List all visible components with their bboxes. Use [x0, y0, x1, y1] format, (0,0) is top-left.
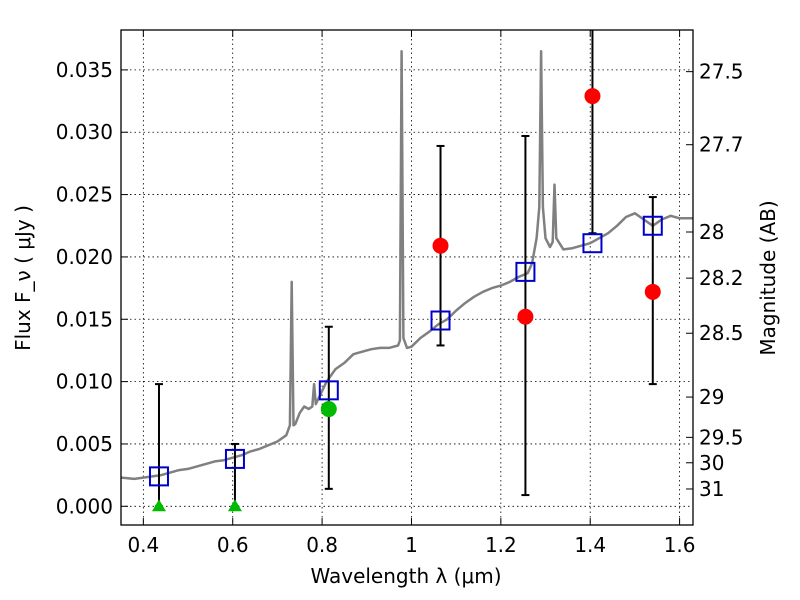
y-tick-label: 0.020 [56, 245, 113, 269]
open-square-marker [582, 233, 603, 254]
plot-frame [120, 29, 694, 526]
y2-tick-label: 31 [699, 477, 724, 501]
y-tick-label: 0.000 [56, 494, 113, 518]
y-tick-label: 0.025 [56, 183, 113, 207]
axis-ticks [121, 30, 693, 525]
x-tick-label: 1.4 [574, 533, 606, 557]
data-markers [148, 88, 663, 512]
y2-tick-label: 28.2 [699, 266, 744, 290]
open-square-marker [148, 466, 169, 487]
open-square-marker [515, 261, 536, 282]
x-tick-label: 1.2 [485, 533, 517, 557]
x-tick-label: 1.6 [664, 533, 696, 557]
open-square-marker [224, 448, 245, 469]
model-spectrum-line [121, 49, 693, 481]
circle-marker [584, 88, 601, 105]
y2-tick-label: 28.5 [699, 321, 744, 345]
model-spectrum [121, 49, 693, 481]
circle-marker [320, 401, 337, 418]
triangle-marker [151, 499, 166, 512]
x-axis-label: Wavelength λ (μm) [310, 564, 501, 588]
x-tick-label: 0.8 [306, 533, 338, 557]
triangle-marker [227, 499, 242, 512]
circle-marker [644, 283, 661, 300]
open-square-marker [318, 380, 339, 401]
x-tick-label: 0.6 [217, 533, 249, 557]
y2-tick-label: 30 [699, 451, 724, 475]
y2-tick-label: 27.5 [699, 60, 744, 84]
x-tick-label: 1 [405, 533, 418, 557]
y2-tick-label: 29 [699, 385, 724, 409]
x-tick-label: 0.4 [127, 533, 159, 557]
circle-marker [517, 308, 534, 325]
grid-lines [121, 30, 693, 525]
y2-tick-label: 28 [699, 220, 724, 244]
y-tick-label: 0.035 [56, 58, 113, 82]
y-axis-label: Flux F_ν ( μJy ) [11, 205, 35, 351]
circle-marker [432, 237, 449, 254]
open-square-marker [642, 215, 663, 236]
y-tick-label: 0.010 [56, 370, 113, 394]
y2-tick-label: 27.7 [699, 133, 744, 157]
open-square-marker [430, 310, 451, 331]
y2-axis-label: Magnitude (AB) [756, 200, 780, 355]
error-bars [154, 30, 657, 508]
y-tick-label: 0.015 [56, 307, 113, 331]
y-tick-label: 0.030 [56, 120, 113, 144]
y-tick-label: 0.005 [56, 432, 113, 456]
y2-tick-label: 29.5 [699, 425, 744, 449]
tick-labels: 0.4 0.6 0.8 1 1.2 1.4 1.6 0.000 0.005 0.010 0.015 0… [56, 58, 744, 557]
